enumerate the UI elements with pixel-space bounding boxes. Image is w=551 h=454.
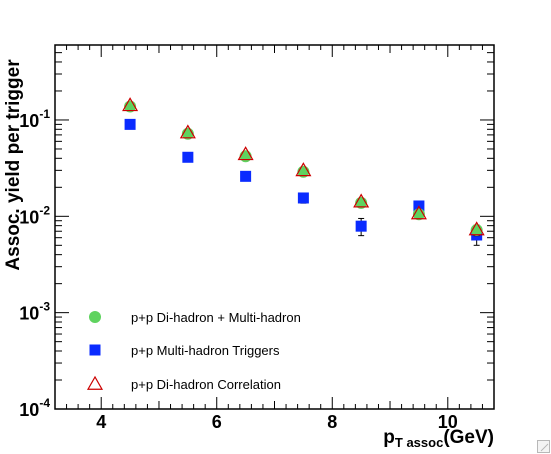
data-point-square — [240, 170, 252, 182]
x-tick-label: 8 — [327, 412, 337, 432]
x-tick-label: 6 — [212, 412, 222, 432]
legend-marker-circle — [89, 311, 101, 323]
y-tick-label-base: 10 — [19, 111, 39, 131]
data-point-square — [124, 118, 136, 130]
data-point-triangle — [353, 193, 370, 208]
y-tick-label-exponent: -4 — [39, 396, 50, 410]
x-axis-title-unit: (GeV) — [443, 427, 494, 448]
legend-label: p+p Di-hadron Correlation — [131, 377, 281, 392]
data-point-triangle — [410, 205, 427, 220]
x-axis-title: pT assoc(GeV) — [383, 427, 494, 450]
data-point-triangle — [179, 124, 196, 139]
y-tick-label-exponent: -3 — [39, 300, 50, 314]
y-tick-label-base: 10 — [19, 304, 39, 324]
x-tick-label: 10 — [438, 412, 458, 432]
data-layer — [122, 97, 485, 246]
y-axis-title: Assoc. yield per trigger — [3, 59, 24, 271]
legend-marker-triangle — [86, 375, 104, 390]
data-point-triangle — [468, 221, 485, 236]
y-tick-label-base: 10 — [19, 400, 39, 420]
data-point-square — [297, 192, 309, 204]
data-point-triangle — [237, 146, 254, 161]
data-point-triangle — [122, 97, 139, 112]
data-point-triangle — [295, 162, 312, 177]
x-tick-label: 4 — [96, 412, 106, 432]
y-tick-label: 10-2 — [19, 203, 50, 227]
x-axis-title-main: p — [383, 427, 395, 448]
legend-label: p+p Multi-hadron Triggers — [131, 343, 280, 358]
data-point-square — [355, 220, 367, 232]
data-point-square — [182, 151, 194, 163]
y-tick-label: 10-3 — [19, 300, 50, 324]
x-axis-title-subscript: T assoc — [395, 435, 443, 450]
resize-grip-icon — [537, 440, 550, 453]
legend: p+p Di-hadron + Multi-hadron p+p Multi-ha… — [86, 310, 301, 392]
y-tick-label: 10-1 — [19, 107, 50, 131]
data-point-circle — [239, 150, 252, 163]
y-tick-label: 10-4 — [19, 396, 50, 420]
y-tick-label-exponent: -2 — [39, 203, 50, 217]
legend-marker-square — [89, 344, 101, 356]
y-tick-label-exponent: -1 — [39, 107, 50, 121]
y-tick-label-base: 10 — [19, 207, 39, 227]
legend-label: p+p Di-hadron + Multi-hadron — [131, 310, 301, 325]
